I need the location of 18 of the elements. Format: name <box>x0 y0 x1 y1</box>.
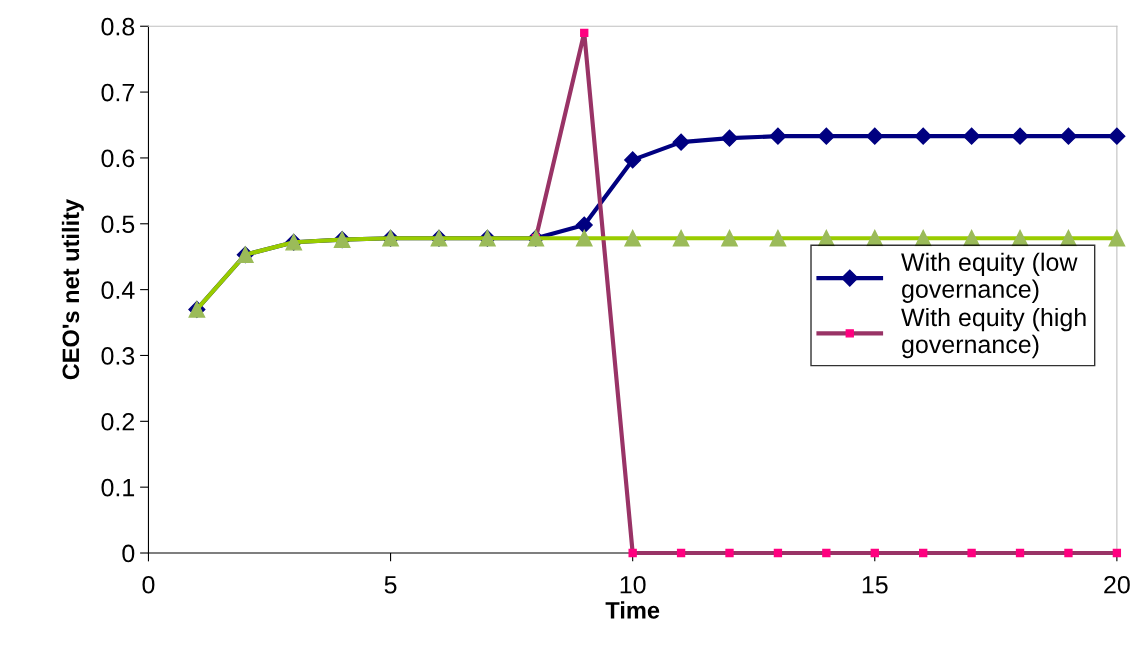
y-tick-label: 0.4 <box>101 281 135 299</box>
y-tick-label: 0.1 <box>101 478 135 497</box>
y-tick-label: 0.5 <box>101 215 135 234</box>
y-tick-label: 0.6 <box>101 149 135 168</box>
legend-label: With equity (high governance) <box>901 307 1086 359</box>
y-tick-label: 0.8 <box>101 17 135 36</box>
y-tick-label: 0.3 <box>101 347 135 365</box>
legend-label: With equity (low governance) <box>901 252 1078 303</box>
y-tick-label: 0.2 <box>101 412 135 431</box>
x-tick-label: 0 <box>142 575 155 594</box>
x-tick-label: 15 <box>862 576 888 594</box>
x-tick-label: 5 <box>384 576 397 594</box>
y-tick-label: 0.7 <box>101 83 135 102</box>
y-axis-title: CEO's net utility <box>61 199 84 380</box>
x-tick-label: 20 <box>1104 575 1130 594</box>
x-tick-label: 10 <box>620 575 646 594</box>
y-tick-label: 0 <box>122 544 135 563</box>
x-axis-title: Time <box>605 601 660 619</box>
